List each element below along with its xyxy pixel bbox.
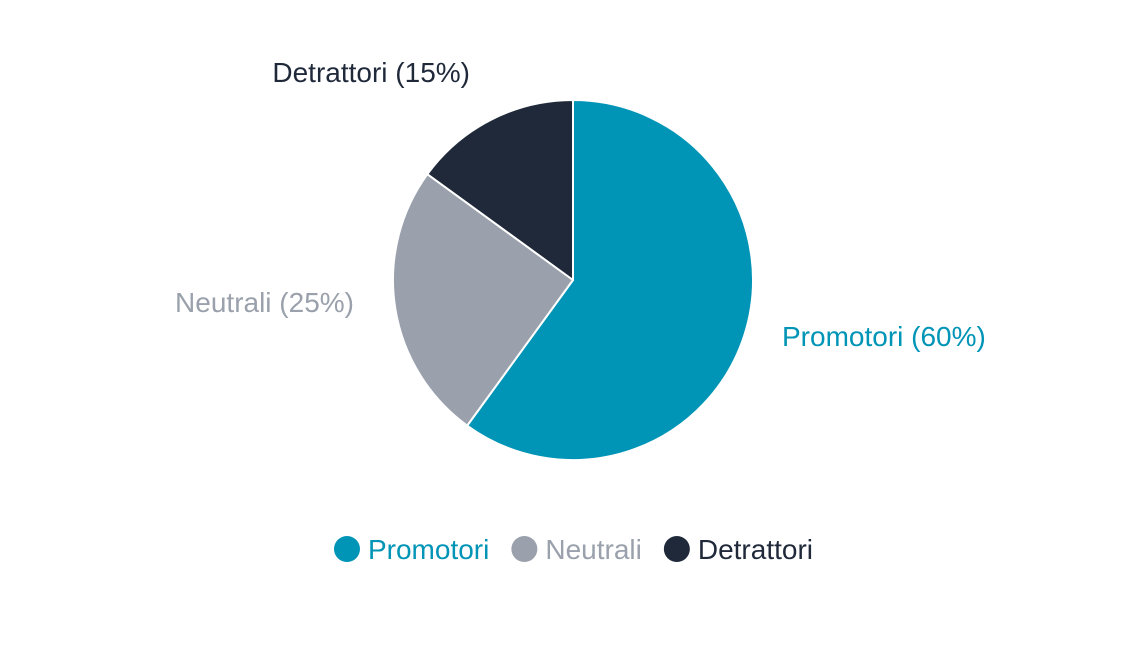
legend-label-promotori: Promotori <box>368 534 489 565</box>
pie-slice-neutrali[interactable] <box>392 173 574 427</box>
legend-item-neutrali[interactable]: Neutrali <box>511 534 642 565</box>
pie-slice-labels: Promotori (60%) Neutrali (25%) Detrattori … <box>175 57 986 352</box>
data-label-detrattori: Detrattori (15%) <box>272 57 470 88</box>
legend-marker-detrattori <box>663 536 690 562</box>
legend: Promotori Neutrali Detrattori <box>333 534 813 565</box>
data-label-neutrali: Neutrali (25%) <box>175 287 354 318</box>
pie-slice-promotori[interactable] <box>466 99 754 461</box>
legend-label-neutrali: Neutrali <box>545 534 641 565</box>
legend-label-detrattori: Detrattori <box>698 534 813 565</box>
legend-marker-neutrali <box>511 536 538 562</box>
pie-slice-detrattori[interactable] <box>426 99 574 281</box>
pie-slices <box>392 99 754 461</box>
legend-item-detrattori[interactable]: Detrattori <box>663 534 813 565</box>
data-label-promotori: Promotori (60%) <box>782 321 986 352</box>
legend-item-promotori[interactable]: Promotori <box>333 534 489 565</box>
legend-marker-promotori <box>333 536 360 562</box>
